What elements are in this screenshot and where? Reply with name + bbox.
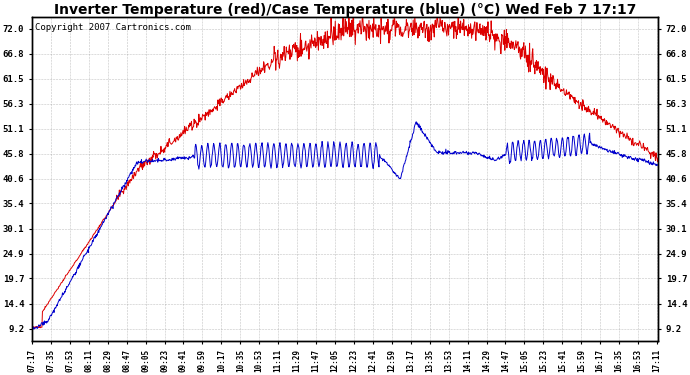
Title: Inverter Temperature (red)/Case Temperature (blue) (°C) Wed Feb 7 17:17: Inverter Temperature (red)/Case Temperat… bbox=[54, 3, 636, 17]
Text: Copyright 2007 Cartronics.com: Copyright 2007 Cartronics.com bbox=[35, 23, 191, 32]
